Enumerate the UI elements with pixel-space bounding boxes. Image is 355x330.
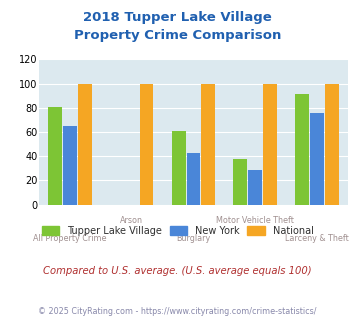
Bar [48, 107, 62, 205]
Legend: Tupper Lake Village, New York, National: Tupper Lake Village, New York, National [38, 222, 317, 240]
Bar [234, 159, 247, 205]
Text: Burglary: Burglary [176, 234, 211, 243]
Text: 2018 Tupper Lake Village
Property Crime Comparison: 2018 Tupper Lake Village Property Crime … [74, 11, 281, 42]
Bar [140, 83, 153, 205]
Text: Motor Vehicle Theft: Motor Vehicle Theft [216, 216, 294, 225]
Bar [263, 83, 277, 205]
Bar [186, 152, 201, 205]
Text: Compared to U.S. average. (U.S. average equals 100): Compared to U.S. average. (U.S. average … [43, 266, 312, 276]
Bar [295, 94, 309, 205]
Text: © 2025 CityRating.com - https://www.cityrating.com/crime-statistics/: © 2025 CityRating.com - https://www.city… [38, 307, 317, 316]
Bar [63, 126, 77, 205]
Bar [172, 131, 186, 205]
Bar [78, 83, 92, 205]
Bar [248, 170, 262, 205]
Text: Arson: Arson [120, 216, 143, 225]
Bar [310, 113, 324, 205]
Text: All Property Crime: All Property Crime [33, 234, 107, 243]
Text: Larceny & Theft: Larceny & Theft [285, 234, 349, 243]
Bar [325, 83, 339, 205]
Bar [201, 83, 215, 205]
